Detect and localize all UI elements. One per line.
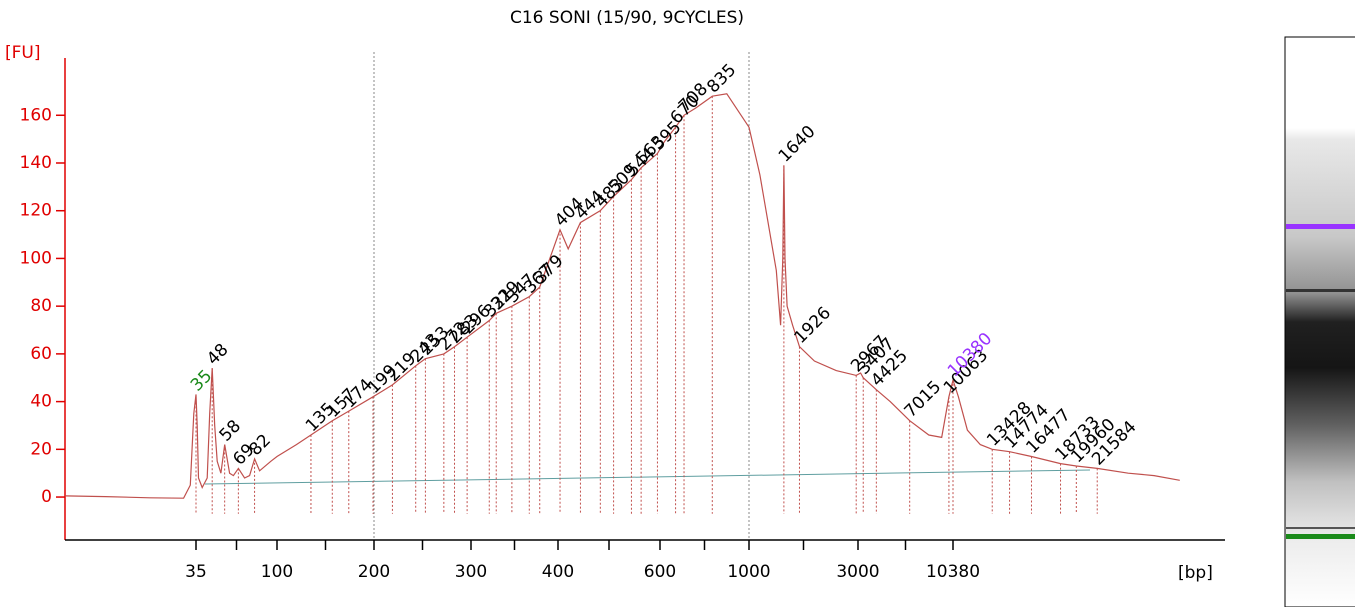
- gel-band: [1286, 289, 1355, 292]
- y-tick-label: 20: [30, 439, 52, 459]
- x-tick-label: 10380: [926, 562, 980, 582]
- peak-label: 48: [203, 340, 232, 369]
- y-tick-label: 40: [30, 392, 52, 412]
- x-tick-label: 400: [542, 562, 574, 582]
- y-tick-label: 0: [41, 487, 52, 507]
- y-tick-label: 140: [20, 153, 52, 173]
- x-tick-label: 35: [185, 562, 207, 582]
- y-axis-label: [FU]: [5, 43, 41, 63]
- peak-label: 1640: [775, 122, 820, 167]
- gel-lane: [1284, 36, 1355, 608]
- chart-title: C16 SONI (15/90, 9CYCLES): [510, 8, 744, 28]
- baseline: [204, 469, 1091, 485]
- x-tick-label: 200: [358, 562, 390, 582]
- x-tick-label: 3000: [836, 562, 879, 582]
- upper-marker-band: [1286, 224, 1355, 229]
- y-tick-label: 80: [30, 296, 52, 316]
- lower-marker-band: [1286, 534, 1355, 539]
- trace: [65, 93, 1180, 499]
- x-tick-label: 1000: [727, 562, 770, 582]
- peak-label: 1926: [790, 303, 835, 348]
- y-tick-label: 120: [20, 201, 52, 221]
- y-tick-label: 60: [30, 344, 52, 364]
- gel-band: [1286, 527, 1355, 529]
- y-tick-label: 100: [20, 248, 52, 268]
- x-axis-label: [bp]: [1178, 563, 1213, 583]
- x-tick-label: 300: [455, 562, 487, 582]
- y-tick-label: 160: [20, 105, 52, 125]
- x-tick-label: 600: [644, 562, 676, 582]
- peak-label: 58: [216, 416, 245, 445]
- x-tick-label: 100: [261, 562, 293, 582]
- gel-background: [1284, 36, 1355, 608]
